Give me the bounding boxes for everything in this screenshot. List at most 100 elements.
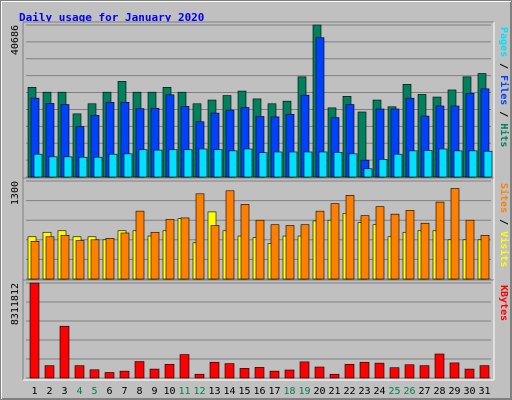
bar-pages-day-31 (483, 150, 493, 178)
legend-entry: KBytes (498, 285, 509, 321)
x-tick-label: 13 (208, 386, 220, 397)
bar-sites-day-26 (405, 210, 415, 280)
x-tick-label: 27 (418, 386, 430, 397)
bar-sites-day-1 (30, 241, 40, 280)
x-tick-label: 14 (223, 386, 235, 397)
bar-kbytes-day-24 (374, 362, 385, 379)
x-tick-label: 19 (298, 386, 310, 397)
bar-sites-day-14 (225, 190, 235, 280)
x-tick-label: 17 (268, 386, 280, 397)
bar-sites-day-10 (165, 219, 175, 280)
x-tick-label: 16 (253, 386, 265, 397)
bar-pages-day-3 (63, 156, 73, 178)
bar-pages-day-30 (468, 150, 478, 178)
bar-kbytes-day-13 (209, 361, 220, 379)
bar-kbytes-day-29 (449, 362, 460, 379)
x-tick-label: 24 (373, 386, 385, 397)
bar-pages-day-9 (153, 149, 163, 178)
x-tick-label: 2 (46, 386, 52, 397)
bar-pages-day-2 (48, 156, 58, 178)
bar-kbytes-day-20 (314, 366, 325, 379)
bar-sites-day-24 (375, 206, 385, 280)
bar-sites-day-5 (90, 239, 100, 280)
bar-sites-day-22 (345, 195, 355, 280)
x-tick-label: 25 (388, 386, 400, 397)
bar-kbytes-day-2 (44, 365, 55, 379)
legend-separator: / (498, 105, 509, 123)
bar-pages-day-29 (453, 150, 463, 178)
x-tick-label: 3 (61, 386, 67, 397)
bar-pages-day-25 (393, 153, 403, 178)
bar-sites-day-25 (390, 213, 400, 280)
bar-pages-day-15 (243, 148, 253, 178)
bar-sites-day-8 (135, 210, 145, 280)
bar-pages-day-13 (213, 149, 223, 178)
x-tick-label: 7 (121, 386, 127, 397)
bar-sites-day-11 (180, 217, 190, 280)
legend-entry: Files (498, 75, 510, 105)
panel-kbytes: 8311812 KBytes (10, 279, 509, 381)
x-tick-label: 5 (91, 386, 97, 397)
bar-kbytes-day-18 (284, 369, 295, 379)
bar-pages-day-10 (168, 149, 178, 178)
y-max-label: 40686 (10, 25, 21, 55)
bar-pages-day-24 (378, 159, 388, 178)
x-tick-label: 11 (178, 386, 190, 397)
bar-sites-day-30 (465, 219, 475, 280)
bar-sites-day-23 (360, 215, 370, 280)
x-tick-label: 12 (193, 386, 205, 397)
x-tick-label: 20 (313, 386, 325, 397)
x-tick-label: 30 (463, 386, 475, 397)
x-tick-label: 31 (478, 386, 490, 397)
bar-pages-day-8 (138, 149, 148, 178)
bar-pages-day-18 (288, 151, 298, 178)
bar-kbytes-day-30 (464, 368, 475, 379)
right-legend: KBytes (498, 285, 509, 321)
bar-kbytes-day-3 (59, 325, 70, 379)
x-tick-label: 26 (403, 386, 415, 397)
x-tick-label: 4 (76, 386, 82, 397)
bar-pages-day-4 (78, 156, 88, 178)
bar-kbytes-day-8 (134, 361, 145, 379)
x-tick-label: 1 (31, 386, 37, 397)
panel-hits-files-pages: 40686 Pages / Files / Hits (10, 21, 510, 180)
x-tick-label: 10 (163, 386, 175, 397)
chart-title: Daily usage for January 2020 (19, 11, 204, 24)
x-tick-label: 9 (151, 386, 157, 397)
bar-kbytes-day-23 (359, 361, 370, 379)
chart-panels: 40686 Pages / Files / Hits 1300 Sites / Vis… (10, 21, 510, 381)
bar-kbytes-day-4 (74, 365, 85, 379)
legend-entry: Sites (498, 183, 510, 213)
bar-sites-day-13 (210, 225, 220, 280)
bar-sites-day-15 (240, 204, 250, 280)
bar-kbytes-day-25 (389, 367, 400, 379)
bar-pages-day-26 (408, 150, 418, 178)
y-max-label: 1300 (10, 181, 21, 205)
bar-pages-day-5 (93, 156, 103, 178)
bar-kbytes-day-6 (104, 372, 115, 379)
right-legend: Sites / Visits (498, 183, 510, 267)
x-tick-label: 8 (136, 386, 142, 397)
bar-pages-day-14 (228, 150, 238, 178)
bar-sites-day-20 (315, 210, 325, 280)
bar-kbytes-day-22 (344, 363, 355, 379)
bar-kbytes-day-7 (119, 370, 130, 379)
x-axis-labels: 1 2 3 4 5 6 7 8 9 10 11 12 13 14 15 16 17 18 19 20 21 22 23 24 2… (31, 386, 490, 397)
x-tick-label: 28 (433, 386, 445, 397)
x-tick-label: 29 (448, 386, 460, 397)
bar-kbytes-day-15 (239, 368, 250, 379)
bar-sites-day-21 (330, 203, 340, 280)
bar-pages-day-17 (273, 151, 283, 178)
bar-pages-day-12 (198, 148, 208, 178)
bar-pages-day-6 (108, 153, 118, 178)
bar-kbytes-day-19 (299, 361, 310, 379)
x-tick-label: 18 (283, 386, 295, 397)
bar-pages-day-7 (123, 153, 133, 178)
legend-entry: Visits (498, 231, 510, 267)
bar-kbytes-day-1 (29, 282, 40, 379)
bar-sites-day-19 (300, 224, 310, 280)
x-tick-label: 6 (106, 386, 112, 397)
x-tick-label: 22 (343, 386, 355, 397)
